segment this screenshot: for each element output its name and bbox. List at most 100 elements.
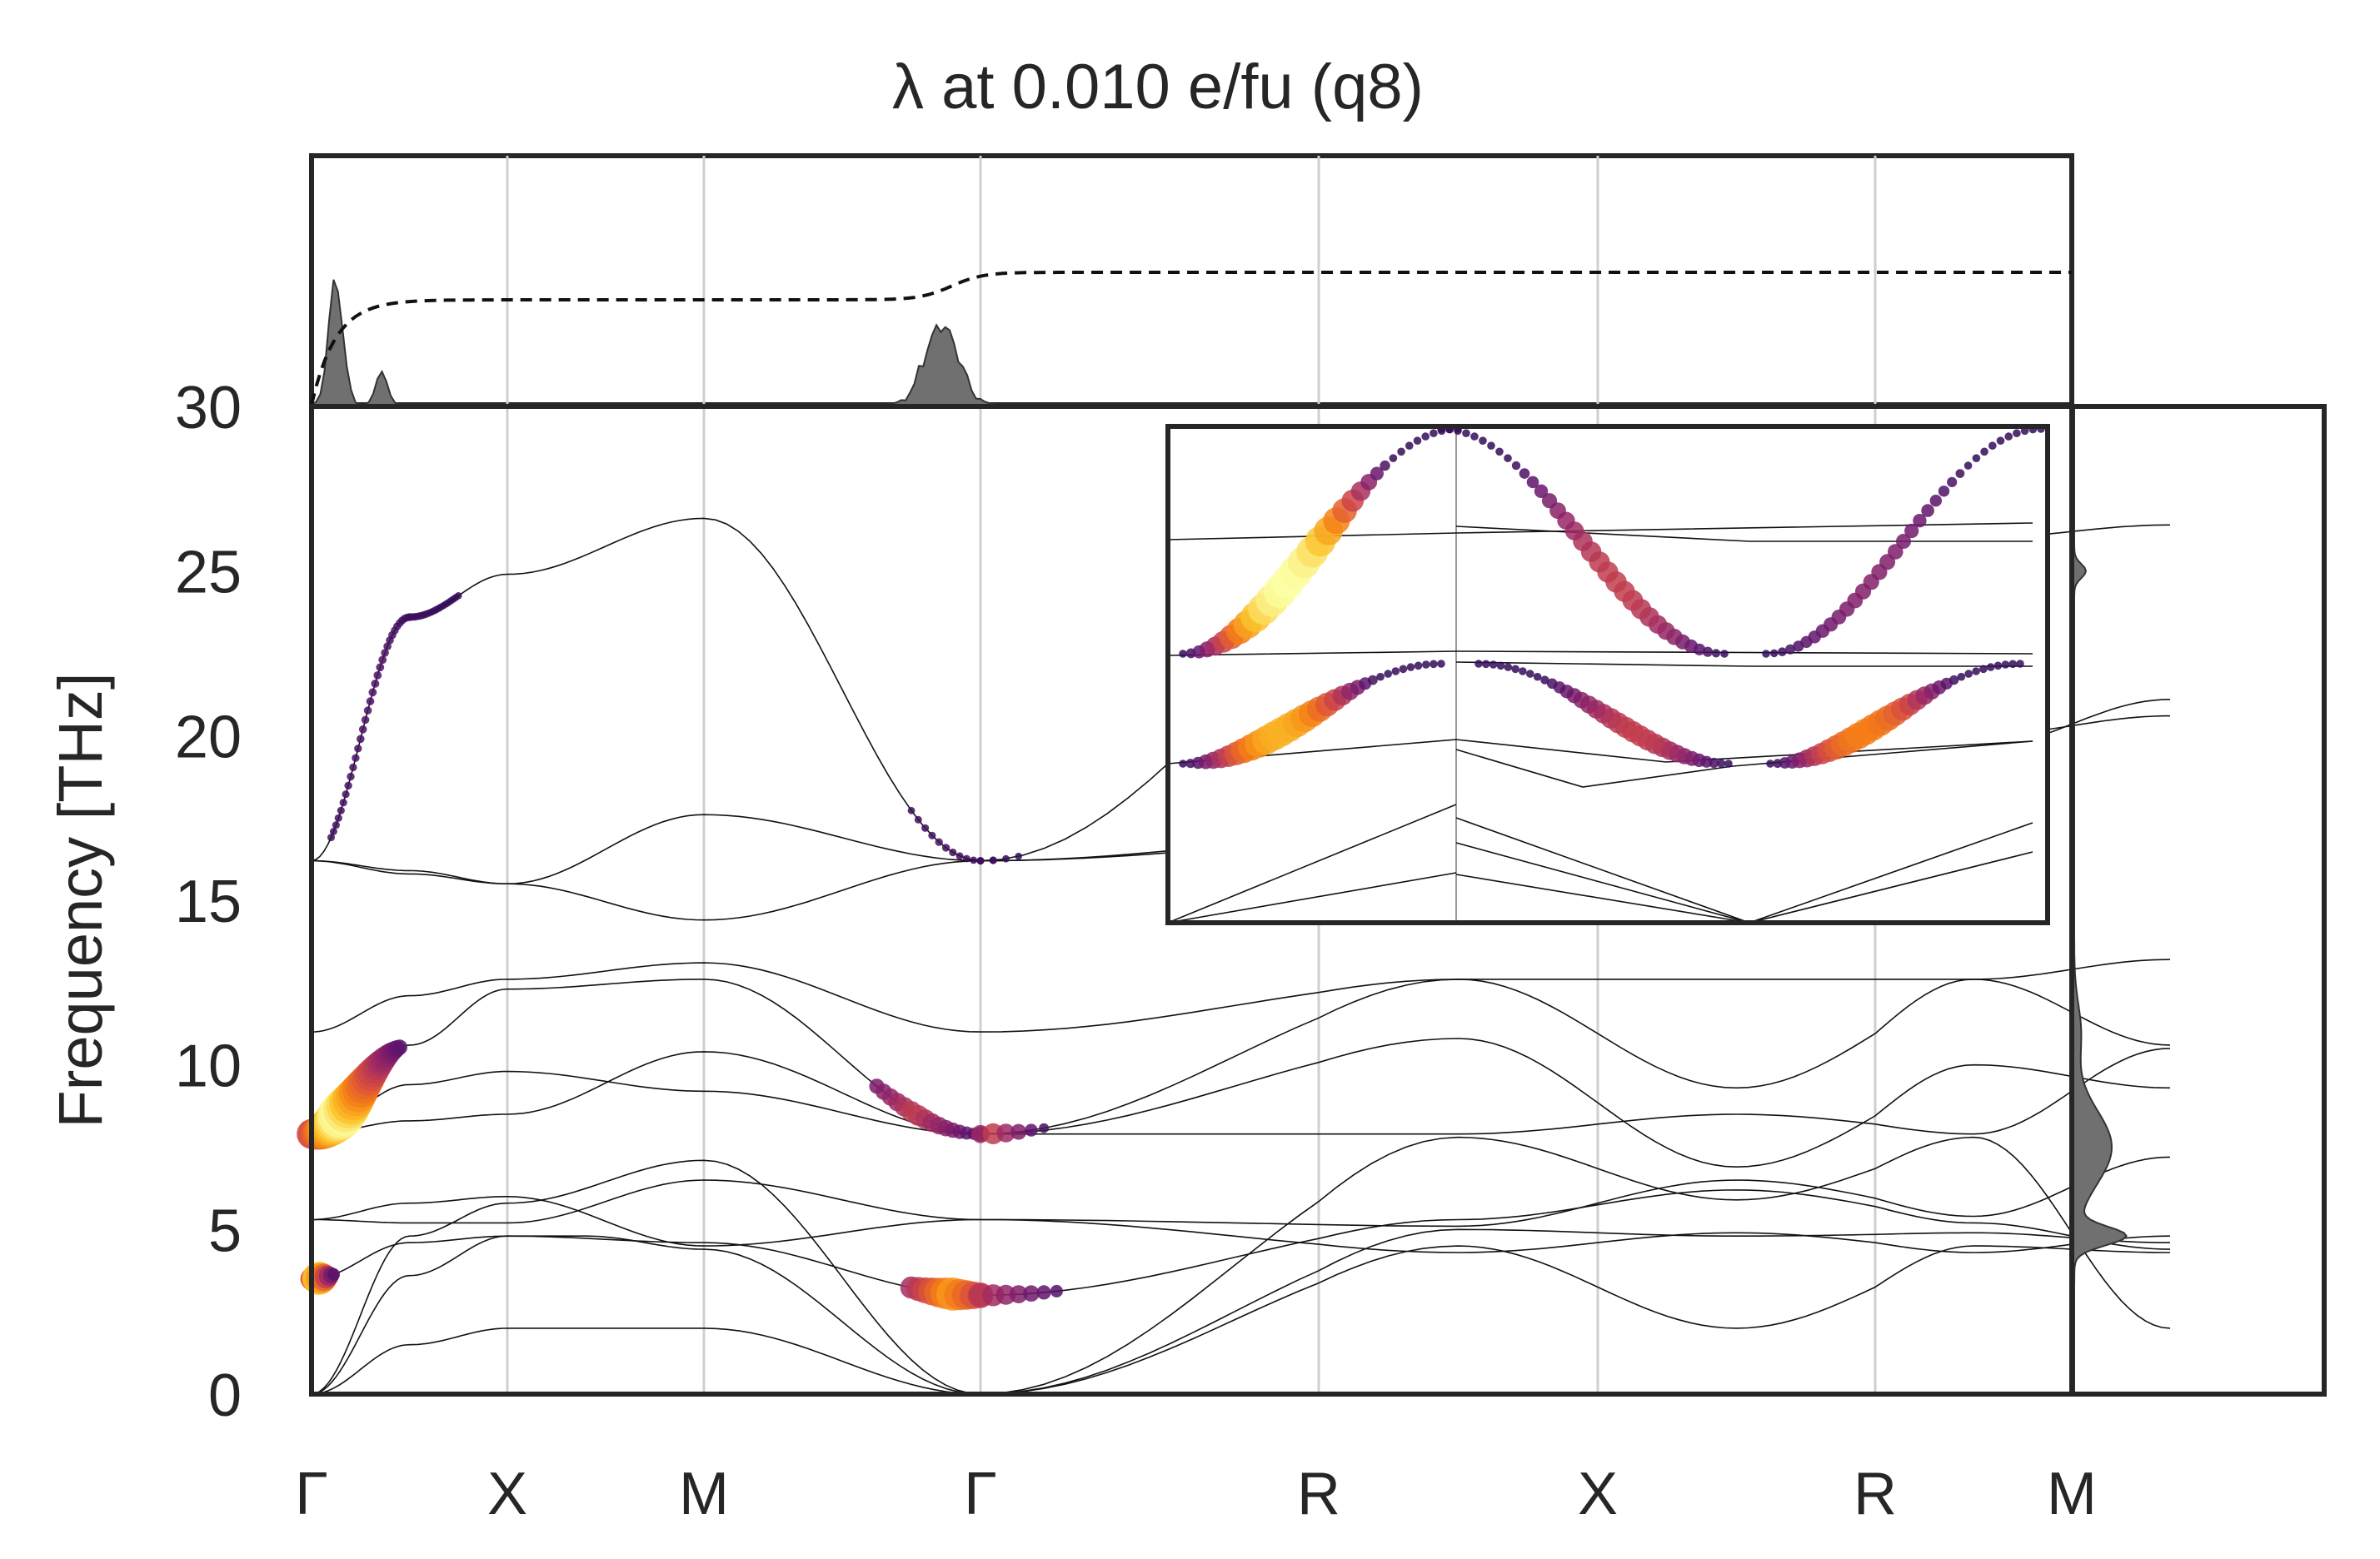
y-tick-label: 20 xyxy=(175,704,242,770)
band-line xyxy=(311,1228,2170,1395)
inset-lambda-marker xyxy=(1540,675,1549,685)
lambda-marker xyxy=(376,663,385,672)
lambda-marker xyxy=(941,844,951,852)
inset-lambda-marker xyxy=(1996,436,2005,445)
lambda-marker xyxy=(921,824,930,832)
inset-lambda-marker xyxy=(1947,476,1958,488)
inset-background xyxy=(1168,426,2048,923)
lambda-marker xyxy=(342,790,350,799)
y-tick-label: 30 xyxy=(175,375,242,441)
lambda-marker xyxy=(996,1123,1015,1143)
inset-lambda-marker xyxy=(1519,667,1527,675)
lambda-marker xyxy=(358,725,367,734)
lambda-marker xyxy=(955,852,964,860)
lambda-marker xyxy=(383,642,392,650)
inset-lambda-marker xyxy=(1526,476,1539,489)
lambda-marker xyxy=(371,680,380,688)
chart-title: λ at 0.010 e/fu (q8) xyxy=(892,52,1424,122)
x-tick-label: Γ xyxy=(295,1461,328,1527)
inset-zoom xyxy=(1165,424,2050,925)
lambda-marker xyxy=(366,697,375,705)
inset-lambda-marker xyxy=(1526,670,1534,678)
inset-lambda-marker xyxy=(1389,454,1398,462)
inset-lambda-marker xyxy=(1904,523,1919,539)
inset-band-line xyxy=(1455,661,2033,667)
inset-lambda-marker xyxy=(1482,660,1490,669)
inset-band-line xyxy=(1167,650,2033,656)
x-tick-label: M xyxy=(2047,1461,2097,1527)
band-line xyxy=(312,1156,2171,1228)
band-line xyxy=(311,1136,2171,1395)
x-tick-label: X xyxy=(1578,1461,1618,1527)
lambda-marker xyxy=(344,781,352,789)
lambda-marker xyxy=(381,649,389,657)
inset-lambda-marker xyxy=(1405,441,1414,450)
inset-lambda-marker xyxy=(1546,678,1558,690)
lambda-marker xyxy=(327,1268,340,1281)
lambda-marker xyxy=(1002,854,1010,863)
lambda-marker xyxy=(339,799,347,807)
lambda-marker xyxy=(329,828,337,835)
lambda-marker xyxy=(970,856,978,864)
inset-lambda-marker xyxy=(1414,661,1423,670)
inset-lambda-marker xyxy=(1778,647,1787,656)
inset-lambda-marker xyxy=(1913,514,1927,528)
lambda-marker xyxy=(949,848,957,857)
y-tick-label: 25 xyxy=(175,540,242,606)
lambda-marker xyxy=(1025,1123,1038,1137)
inset-lambda-marker xyxy=(1370,466,1384,481)
inset-lambda-marker xyxy=(1948,675,1959,685)
inset-lambda-marker xyxy=(1422,660,1430,669)
lambda-marker xyxy=(1009,1285,1028,1303)
lambda-marker xyxy=(1015,852,1022,860)
band-line xyxy=(311,1038,2171,1168)
inset-band-line xyxy=(1167,872,1457,924)
top-lambda-panel xyxy=(309,153,2074,407)
inset-lambda-marker xyxy=(1470,432,1479,441)
lambda-marker xyxy=(363,706,372,715)
inset-lambda-marker xyxy=(1511,461,1521,471)
lambda-marker xyxy=(349,763,357,772)
band-line xyxy=(311,979,2171,1135)
lambda-marker xyxy=(1023,1285,1040,1302)
inset-lambda-marker xyxy=(1938,486,1950,497)
inset-lambda-marker xyxy=(1980,447,1988,456)
lambda-marker xyxy=(337,806,345,814)
right-dos-panel xyxy=(2069,404,2327,1397)
y-tick-label: 10 xyxy=(175,1034,242,1100)
band-line xyxy=(311,959,2171,1033)
inset-band-line xyxy=(1455,525,2033,542)
inset-band-line xyxy=(1455,740,2033,788)
y-tick-label: 15 xyxy=(175,869,242,935)
lambda-marker xyxy=(378,655,387,665)
lambda-marker xyxy=(334,814,342,822)
inset-lambda-marker xyxy=(1487,441,1495,450)
inset-lambda-marker xyxy=(1496,661,1505,670)
lambda-marker xyxy=(907,806,916,814)
inset-lambda-marker xyxy=(1429,429,1438,437)
lambda-marker xyxy=(935,838,943,846)
lambda-marker xyxy=(361,715,370,725)
lambda-marker xyxy=(347,772,355,781)
inset-lambda-marker xyxy=(1368,675,1378,685)
right-panel-frame xyxy=(2069,404,2327,1397)
top-panel-frame xyxy=(309,153,2074,407)
inset-lambda-marker xyxy=(1179,650,1187,658)
inset-band-line xyxy=(1167,522,2033,540)
band-line xyxy=(311,1048,2171,1135)
lambda-marker xyxy=(1039,1123,1049,1133)
inset-lambda-marker xyxy=(1179,760,1187,768)
inset-lambda-marker xyxy=(1896,534,1911,549)
inset-lambda-marker xyxy=(1380,460,1390,471)
inset-lambda-marker xyxy=(1397,447,1405,456)
inset-band-line xyxy=(1455,874,1750,924)
lambda-marker xyxy=(914,815,922,824)
lambda-marker xyxy=(354,745,362,753)
lambda-marker xyxy=(455,592,462,600)
x-tick-label: Γ xyxy=(964,1461,997,1527)
inset-lambda-marker xyxy=(1413,436,1422,445)
x-tick-label: M xyxy=(679,1461,729,1527)
inset-lambda-marker xyxy=(1972,454,1981,462)
inset-lambda-marker xyxy=(1504,663,1513,671)
